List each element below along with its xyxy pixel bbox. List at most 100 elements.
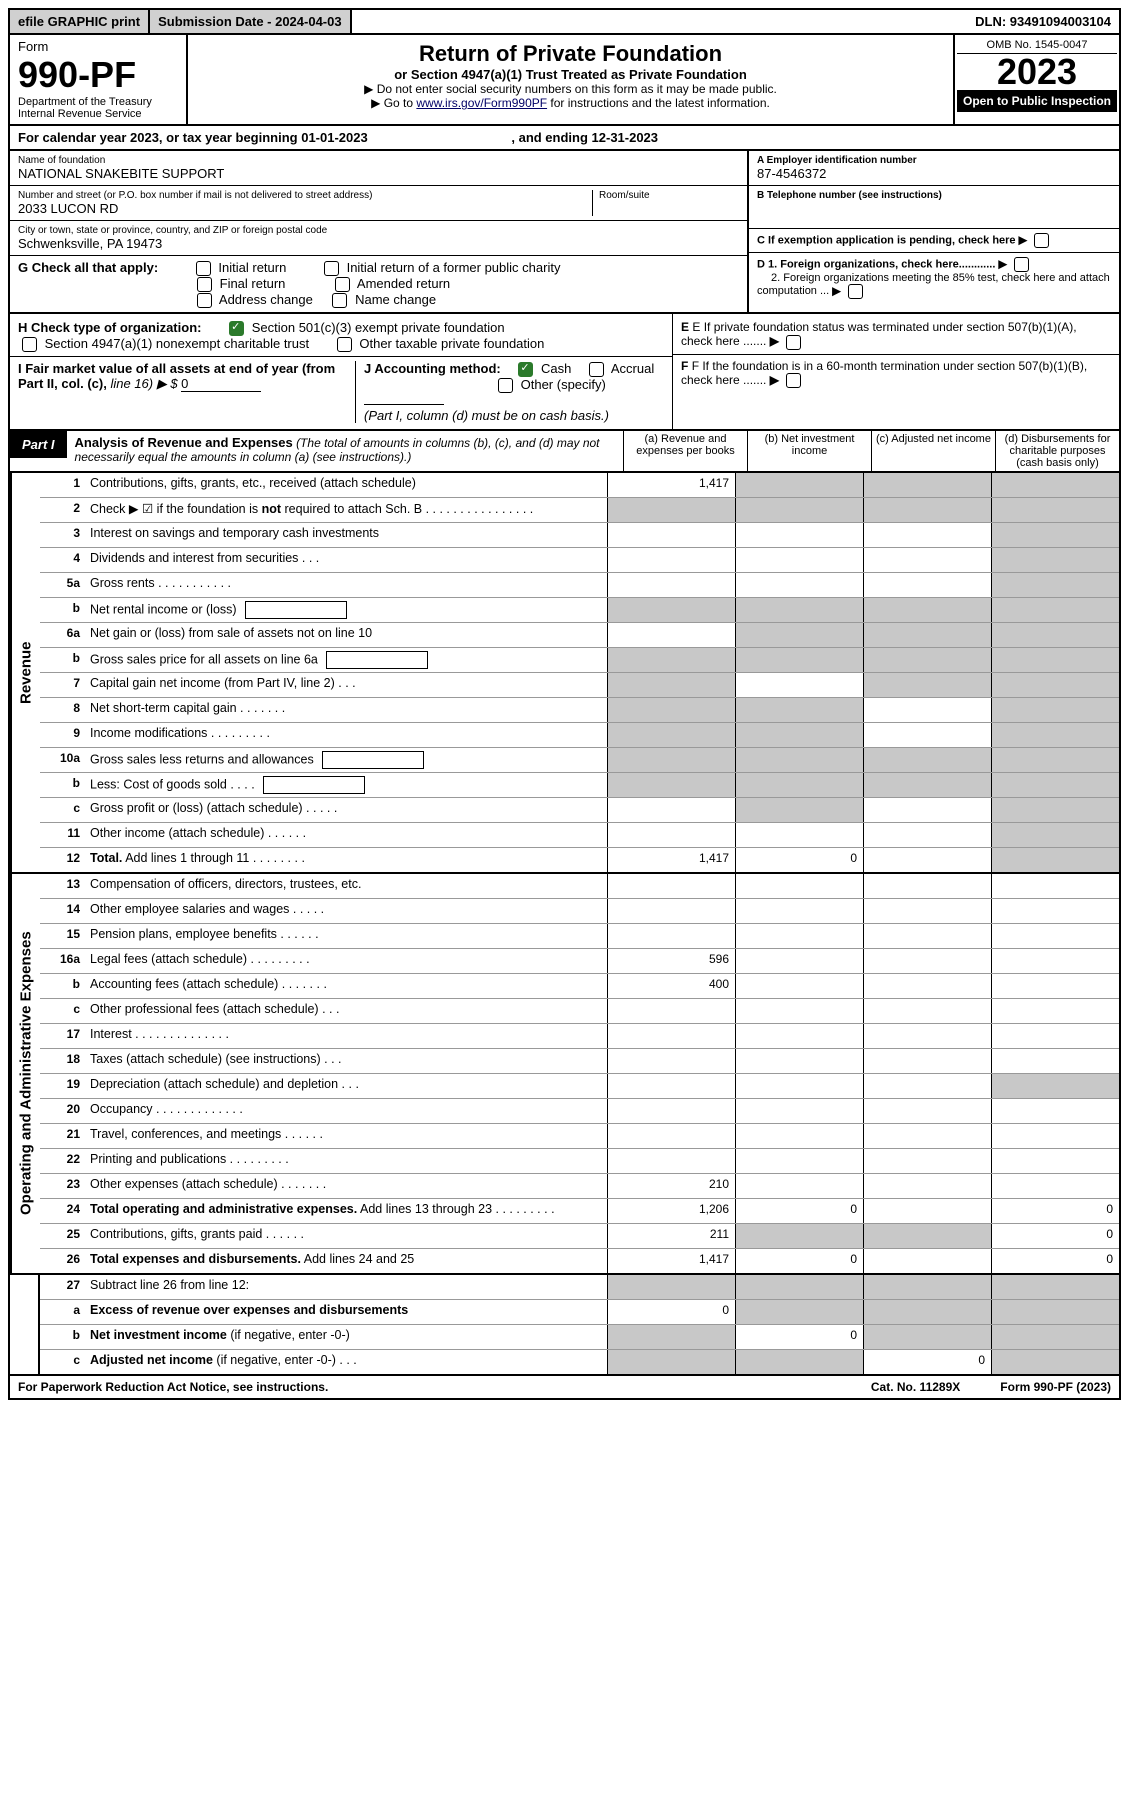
col-c-header: (c) Adjusted net income [871, 431, 995, 471]
table-row: 22Printing and publications . . . . . . … [40, 1149, 1119, 1174]
e-label: E E If private foundation status was ter… [681, 320, 1111, 349]
cb-name-change[interactable] [332, 293, 347, 308]
a-label: A Employer identification number [757, 155, 917, 166]
table-row: cGross profit or (loss) (attach schedule… [40, 798, 1119, 823]
table-row: aExcess of revenue over expenses and dis… [40, 1300, 1119, 1325]
form-footer: Form 990-PF (2023) [1000, 1380, 1111, 1394]
name-label: Name of foundation [18, 155, 739, 166]
table-row: 4Dividends and interest from securities … [40, 548, 1119, 573]
table-row: 21Travel, conferences, and meetings . . … [40, 1124, 1119, 1149]
open-to-public: Open to Public Inspection [957, 90, 1117, 112]
table-row: 15Pension plans, employee benefits . . .… [40, 924, 1119, 949]
table-row: 12Total. Add lines 1 through 11 . . . . … [40, 848, 1119, 872]
form-word: Form [18, 39, 178, 54]
cb-accrual[interactable] [589, 362, 604, 377]
efile-print-button[interactable]: efile GRAPHIC print [10, 10, 150, 33]
b-label: B Telephone number (see instructions) [757, 190, 942, 201]
table-row: bLess: Cost of goods sold . . . . [40, 773, 1119, 798]
table-row: 23Other expenses (attach schedule) . . .… [40, 1174, 1119, 1199]
table-row: 11Other income (attach schedule) . . . .… [40, 823, 1119, 848]
expenses-tab: Operating and Administrative Expenses [10, 874, 40, 1273]
table-row: 19Depreciation (attach schedule) and dep… [40, 1074, 1119, 1099]
cb-d2[interactable] [848, 284, 863, 299]
room-label: Room/suite [599, 190, 739, 201]
irs: Internal Revenue Service [18, 108, 178, 120]
tax-year: 2023 [957, 54, 1117, 90]
table-row: cAdjusted net income (if negative, enter… [40, 1350, 1119, 1374]
cb-d1[interactable] [1014, 257, 1029, 272]
table-row: 7Capital gain net income (from Part IV, … [40, 673, 1119, 698]
table-row: bAccounting fees (attach schedule) . . .… [40, 974, 1119, 999]
calendar-year-row: For calendar year 2023, or tax year begi… [8, 126, 1121, 151]
table-row: bNet rental income or (loss) [40, 598, 1119, 623]
dept-treasury: Department of the Treasury [18, 96, 178, 108]
col-d-header: (d) Disbursements for charitable purpose… [995, 431, 1119, 471]
table-row: 26Total expenses and disbursements. Add … [40, 1249, 1119, 1273]
cb-final-return[interactable] [197, 277, 212, 292]
j-label: J Accounting method: [364, 361, 501, 376]
table-row: 18Taxes (attach schedule) (see instructi… [40, 1049, 1119, 1074]
revenue-tab: Revenue [10, 473, 40, 872]
table-row: 2Check ▶ ☑ if the foundation is not requ… [40, 498, 1119, 523]
table-row: 27Subtract line 26 from line 12: [40, 1275, 1119, 1300]
table-row: 6aNet gain or (loss) from sale of assets… [40, 623, 1119, 648]
table-row: 13Compensation of officers, directors, t… [40, 874, 1119, 899]
table-row: 14Other employee salaries and wages . . … [40, 899, 1119, 924]
table-row: bNet investment income (if negative, ent… [40, 1325, 1119, 1350]
table-row: 17Interest . . . . . . . . . . . . . . [40, 1024, 1119, 1049]
form-subtitle: or Section 4947(a)(1) Trust Treated as P… [194, 67, 947, 82]
table-row: 5aGross rents . . . . . . . . . . . [40, 573, 1119, 598]
f-label: F F If the foundation is in a 60-month t… [681, 359, 1111, 388]
table-row: 9Income modifications . . . . . . . . . [40, 723, 1119, 748]
form-number: 990-PF [18, 54, 178, 96]
form-note-1: ▶ Do not enter social security numbers o… [194, 82, 947, 96]
h-label: H Check type of organization: [18, 320, 201, 335]
cb-address-change[interactable] [197, 293, 212, 308]
j-note: (Part I, column (d) must be on cash basi… [364, 408, 609, 423]
foundation-name: NATIONAL SNAKEBITE SUPPORT [18, 166, 739, 181]
top-bar: efile GRAPHIC print Submission Date - 20… [8, 8, 1121, 35]
table-row: 3Interest on savings and temporary cash … [40, 523, 1119, 548]
cb-initial-return[interactable] [196, 261, 211, 276]
table-row: 24Total operating and administrative exp… [40, 1199, 1119, 1224]
table-row: 16aLegal fees (attach schedule) . . . . … [40, 949, 1119, 974]
table-row: 1Contributions, gifts, grants, etc., rec… [40, 473, 1119, 498]
cb-4947[interactable] [22, 337, 37, 352]
address: 2033 LUCON RD [18, 201, 592, 216]
cb-e[interactable] [786, 335, 801, 350]
paperwork-notice: For Paperwork Reduction Act Notice, see … [18, 1380, 328, 1394]
part-1-title: Analysis of Revenue and Expenses [75, 435, 293, 450]
ein: 87-4546372 [757, 166, 1111, 181]
address-label: Number and street (or P.O. box number if… [18, 190, 592, 201]
table-row: bGross sales price for all assets on lin… [40, 648, 1119, 673]
cb-other-method[interactable] [498, 378, 513, 393]
cb-initial-former[interactable] [324, 261, 339, 276]
form-header: Form 990-PF Department of the Treasury I… [8, 35, 1121, 126]
cat-no: Cat. No. 11289X [871, 1380, 960, 1394]
fmv-value: 0 [181, 376, 261, 392]
submission-date: Submission Date - 2024-04-03 [150, 10, 352, 33]
c-label: C If exemption application is pending, c… [757, 234, 1016, 246]
table-row: 25Contributions, gifts, grants paid . . … [40, 1224, 1119, 1249]
col-b-header: (b) Net investment income [747, 431, 871, 471]
part-1-badge: Part I [10, 431, 67, 458]
table-row: 20Occupancy . . . . . . . . . . . . . [40, 1099, 1119, 1124]
cb-amended[interactable] [335, 277, 350, 292]
table-row: 8Net short-term capital gain . . . . . .… [40, 698, 1119, 723]
dln: DLN: 93491094003104 [967, 10, 1119, 33]
form-note-2: ▶ Go to www.irs.gov/Form990PF for instru… [194, 96, 947, 110]
g-label: G Check all that apply: [18, 260, 158, 275]
table-row: 10aGross sales less returns and allowanc… [40, 748, 1119, 773]
cb-cash[interactable] [518, 362, 533, 377]
table-row: cOther professional fees (attach schedul… [40, 999, 1119, 1024]
cb-501c3[interactable] [229, 321, 244, 336]
cb-other-taxable[interactable] [337, 337, 352, 352]
city: Schwenksville, PA 19473 [18, 236, 739, 251]
col-a-header: (a) Revenue and expenses per books [623, 431, 747, 471]
irs-link[interactable]: www.irs.gov/Form990PF [416, 96, 547, 110]
d2-label: 2. Foreign organizations meeting the 85%… [757, 272, 1110, 297]
city-label: City or town, state or province, country… [18, 225, 739, 236]
cb-f[interactable] [786, 373, 801, 388]
cb-c[interactable] [1034, 233, 1049, 248]
form-title: Return of Private Foundation [194, 41, 947, 67]
